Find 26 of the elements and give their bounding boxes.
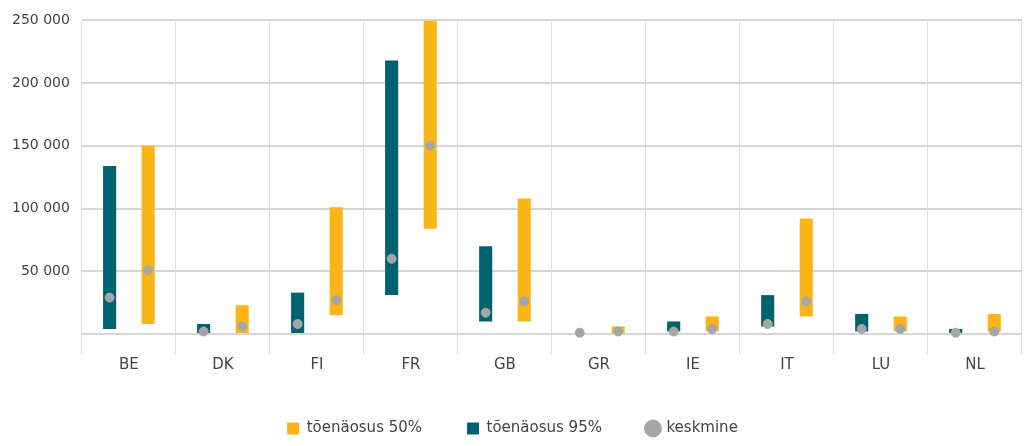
y-tick-label: 250 000: [11, 11, 70, 28]
y-tick-label: 150 000: [11, 136, 70, 153]
bar: [141, 145, 155, 324]
bar: [329, 207, 343, 316]
x-tick-label: LU: [871, 354, 891, 373]
legend-label: tõenäosus 95%: [486, 418, 602, 437]
bar: [479, 246, 493, 322]
bar: [423, 20, 437, 229]
x-tick-label: DK: [212, 354, 235, 373]
x-tick-label: BE: [119, 354, 139, 373]
bar: [103, 165, 117, 329]
legend-label: tõenäosus 50%: [306, 418, 423, 437]
bar: [799, 218, 813, 317]
legend-label: keskmine: [666, 418, 738, 437]
y-tick-label: 200 000: [11, 73, 70, 90]
x-tick-label: FI: [310, 354, 324, 373]
bar: [385, 60, 399, 296]
x-tick-label: FR: [401, 354, 421, 373]
x-tick-label: NL: [965, 354, 986, 373]
y-tick-label: 100 000: [11, 199, 70, 216]
x-tick-label: GR: [587, 354, 610, 373]
x-tick-label: IE: [686, 354, 700, 373]
x-tick-label: GB: [493, 354, 516, 373]
x-tick-label: IT: [780, 354, 795, 373]
y-tick-label: 50 000: [20, 261, 70, 278]
bar: [517, 198, 531, 322]
